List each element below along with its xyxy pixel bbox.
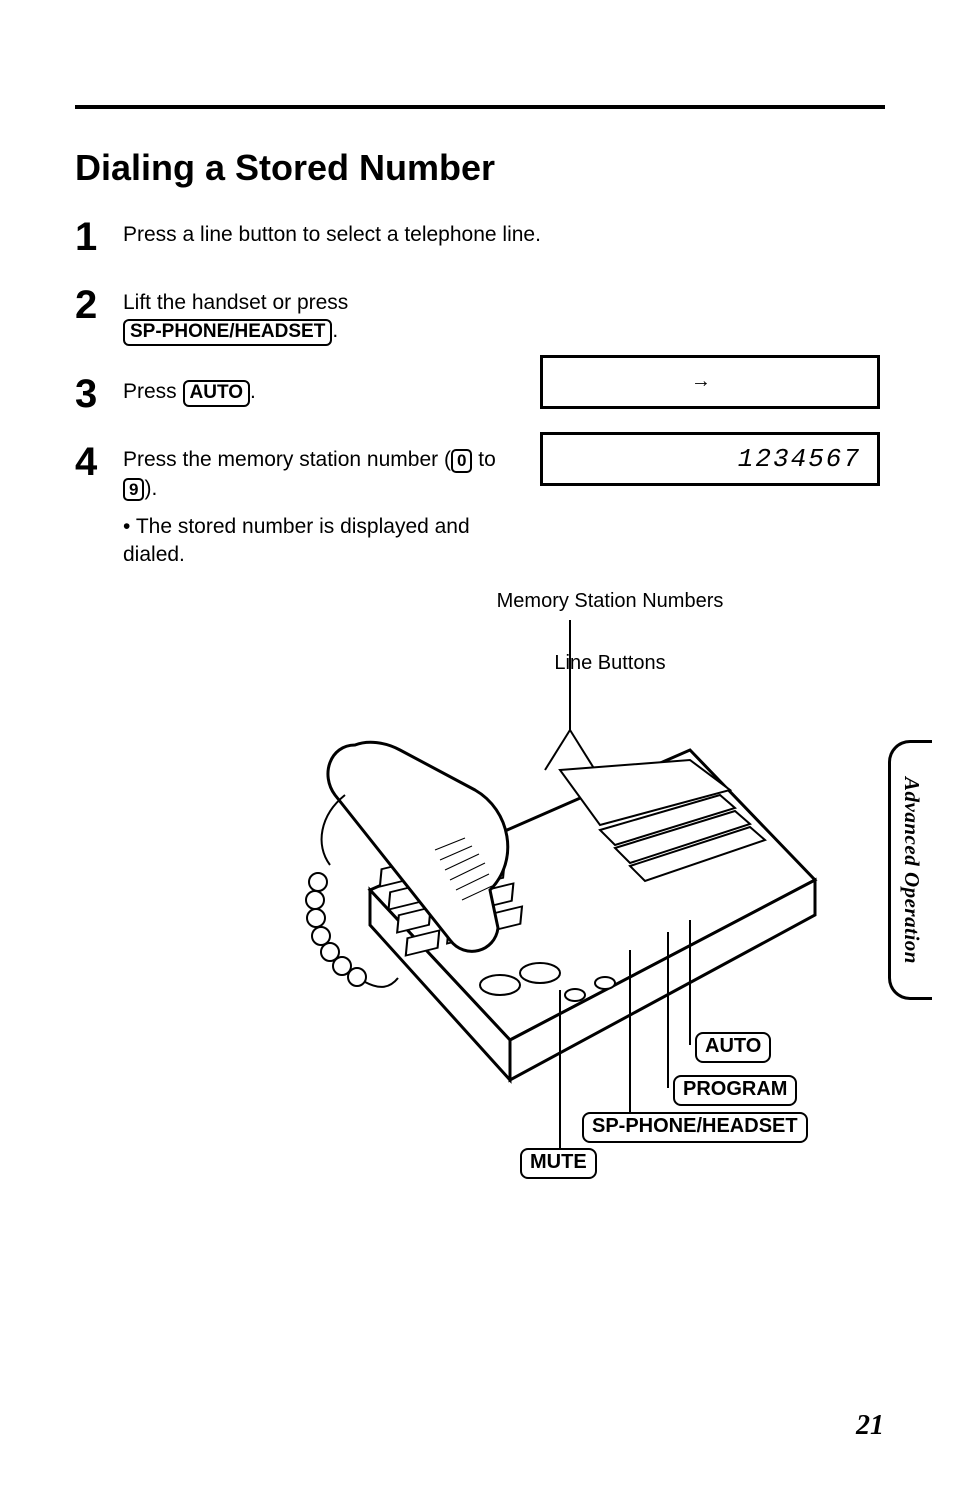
- step-2: 2 Lift the handset or press SP-PHONE/HEA…: [75, 285, 885, 346]
- step-bullet: The stored number is displayed and diale…: [123, 513, 503, 570]
- step-number: 1: [75, 217, 123, 257]
- button-label-nine: 9: [123, 478, 144, 502]
- phone-icon: [260, 590, 820, 1150]
- step-text: Press AUTO.: [123, 374, 256, 407]
- step-text: Lift the handset or press SP-PHONE/HEADS…: [123, 285, 348, 346]
- callout-program: PROGRAM: [673, 1075, 797, 1106]
- arrow-icon: →: [695, 371, 709, 394]
- side-tab: Advanced Operation: [888, 740, 932, 1000]
- step-number: 3: [75, 374, 123, 414]
- callout-spphone: SP-PHONE/HEADSET: [582, 1112, 808, 1143]
- side-tab-label: Advanced Operation: [899, 777, 924, 964]
- callout-auto: AUTO: [695, 1032, 771, 1063]
- step-text: Press the memory station number (0 to 9)…: [123, 442, 503, 569]
- lcd-display-number: 1234567: [540, 432, 880, 486]
- button-label-zero: 0: [451, 449, 472, 473]
- page-title: Dialing a Stored Number: [75, 147, 885, 189]
- step-number: 4: [75, 442, 123, 482]
- button-label-spphone: SP-PHONE/HEADSET: [123, 319, 332, 346]
- lcd-value: 1234567: [738, 444, 861, 474]
- text-fragment: Lift the handset or press: [123, 291, 348, 314]
- text-fragment: Press: [123, 380, 183, 403]
- step-number: 2: [75, 285, 123, 325]
- text-fragment: to: [472, 448, 495, 471]
- horizontal-rule: [75, 105, 885, 109]
- button-label-auto: AUTO: [183, 380, 250, 407]
- page-number: 21: [856, 1410, 884, 1442]
- phone-diagram: Memory Station Numbers Line Buttons: [300, 590, 860, 1150]
- text-fragment: .: [332, 319, 338, 342]
- step-1: 1 Press a line button to select a teleph…: [75, 217, 885, 257]
- text-fragment: ).: [144, 477, 157, 500]
- text-fragment: .: [250, 380, 256, 403]
- callout-mute: MUTE: [520, 1148, 597, 1179]
- lcd-display-arrow: →: [540, 355, 880, 409]
- text-fragment: Press the memory station number (: [123, 448, 451, 471]
- step-text: Press a line button to select a telephon…: [123, 217, 541, 249]
